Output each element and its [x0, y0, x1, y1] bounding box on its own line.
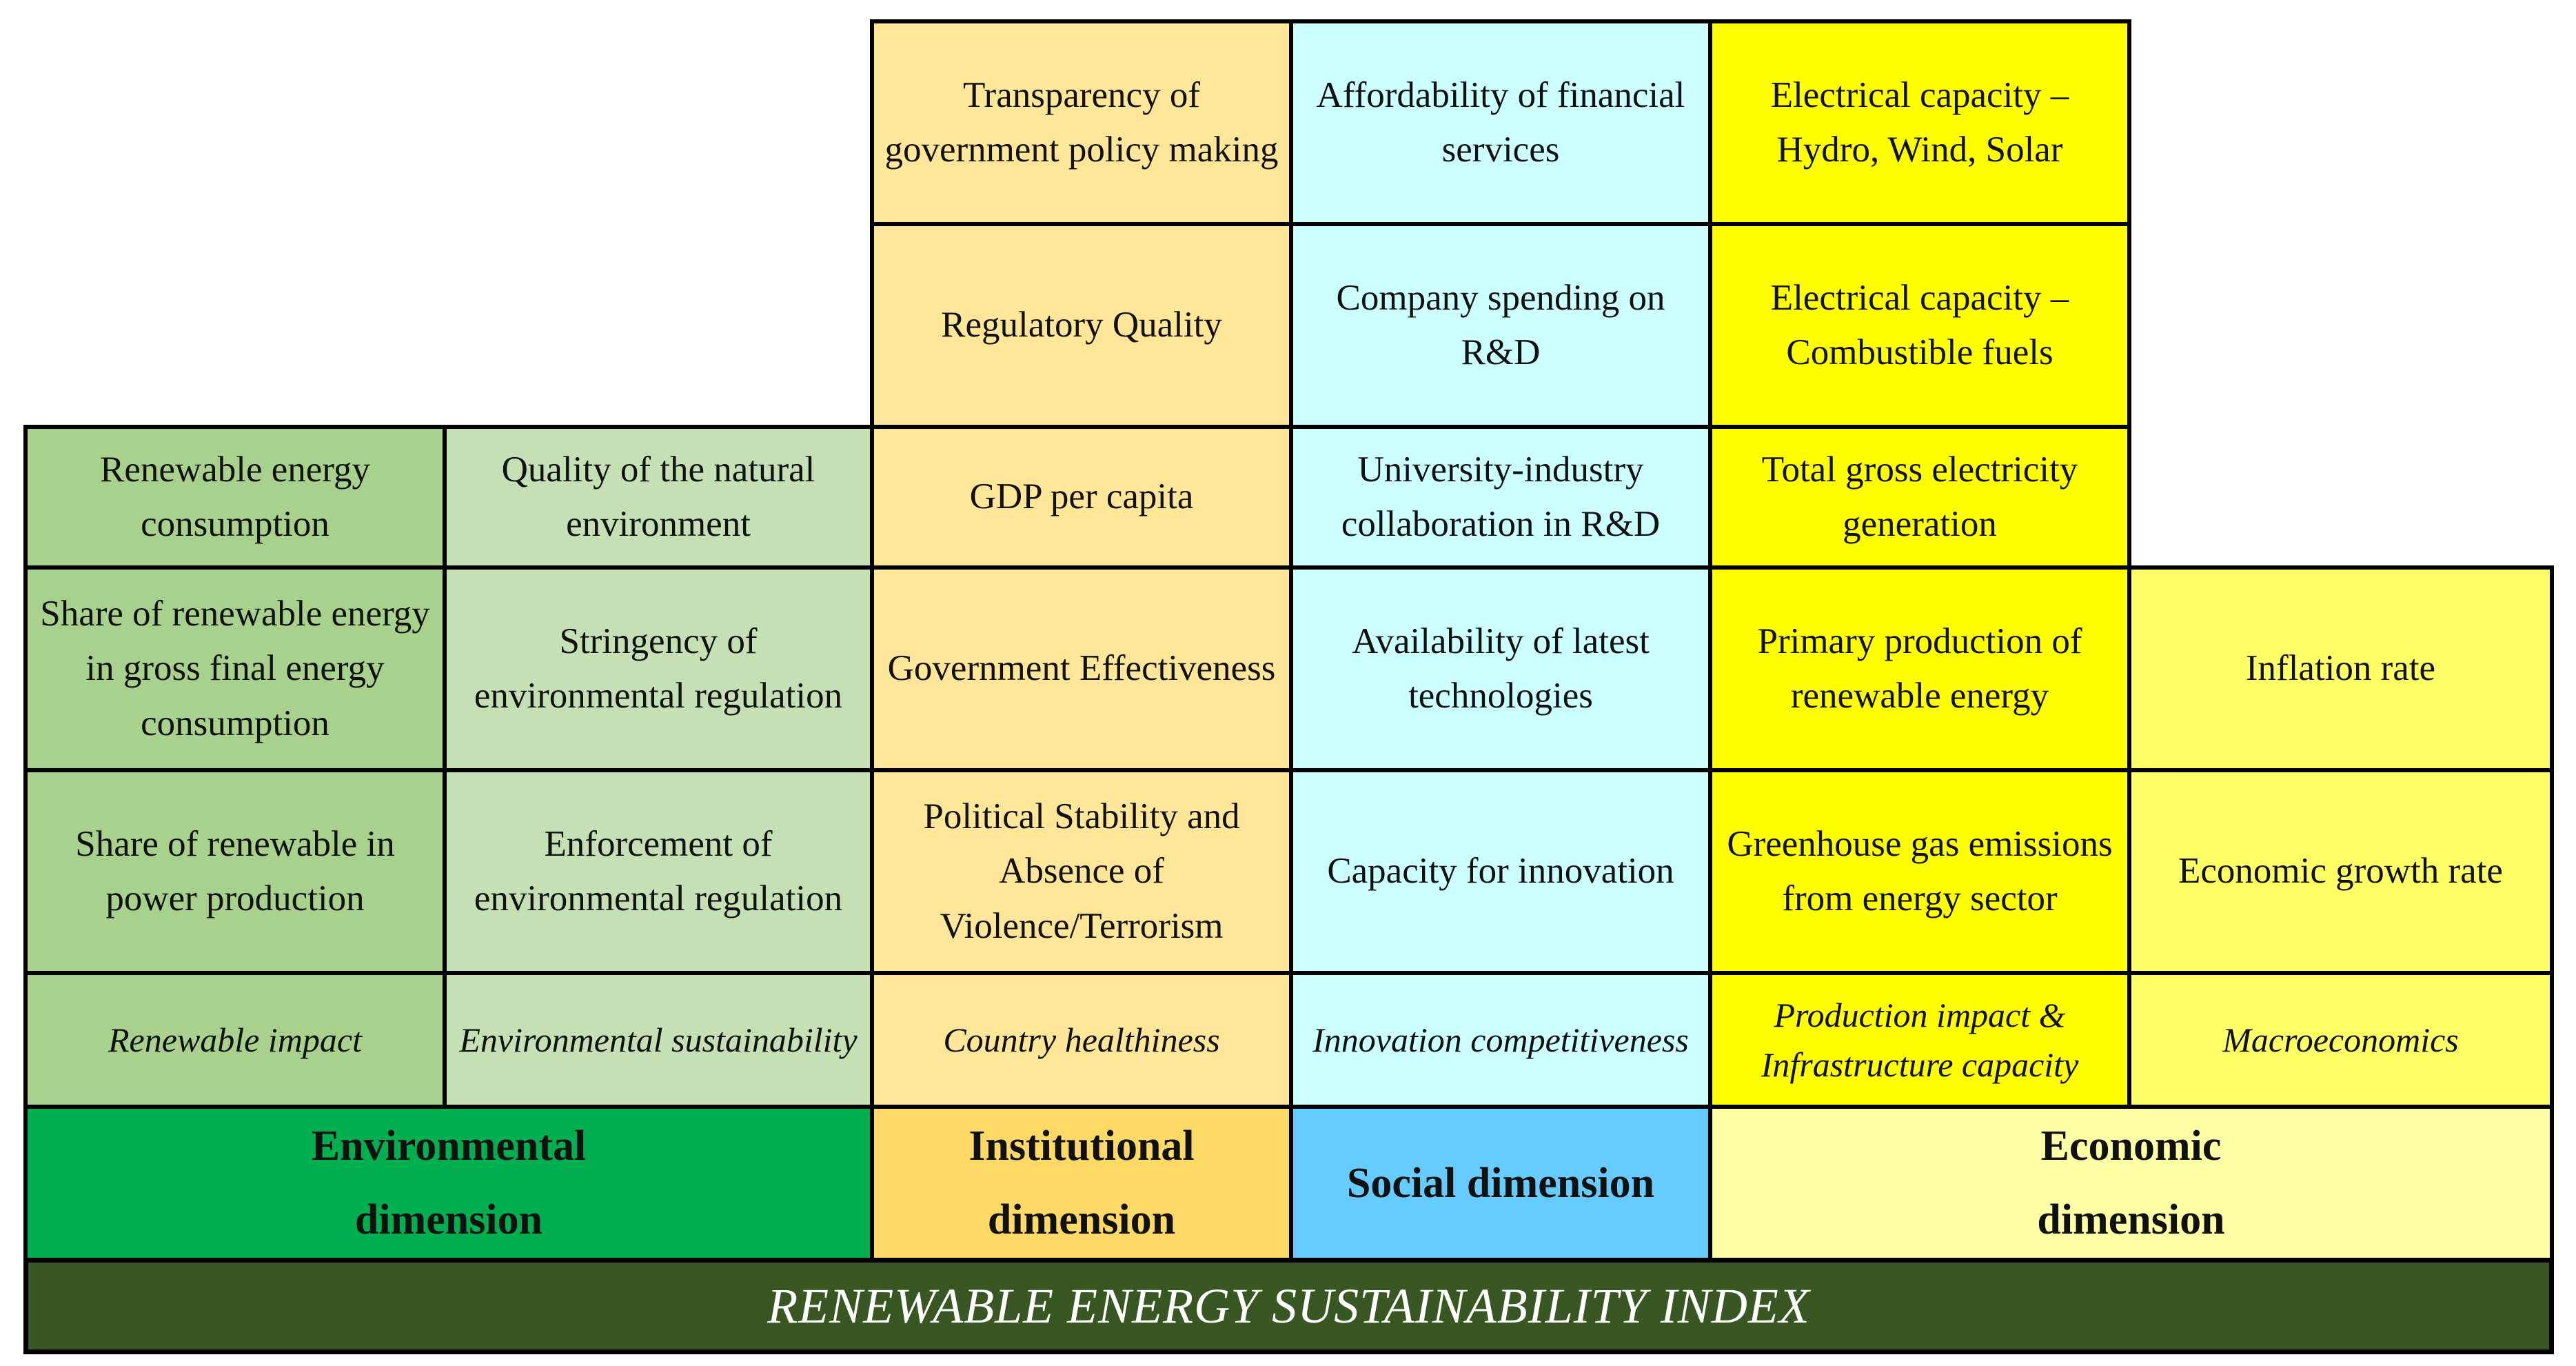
indicator-innovation-capacity: Capacity for innovation	[1289, 768, 1712, 975]
indicator-rd-spending: Company spending on R&D	[1289, 222, 1712, 429]
indicator-political-stability: Political Stability and Absence of Viole…	[870, 768, 1293, 975]
indicator-regulation-stringency: Stringency of environmental regulation	[443, 565, 874, 772]
indicator-renewable-share-final: Share of renewable energy in gross final…	[23, 565, 447, 772]
dimension-environmental: Environmental dimension	[23, 1105, 874, 1262]
index-title: RENEWABLE ENERGY SUSTAINABILITY INDEX	[767, 1278, 1810, 1334]
indicator-government-effectiveness: Government Effectiveness	[870, 565, 1293, 772]
indicator-electrical-capacity-combustible: Electrical capacity – Combustible fuels	[1708, 222, 2131, 429]
indicator-renewable-power-share: Share of renewable in power production	[23, 768, 447, 975]
indicator-transparency: Transparency of government policy making	[870, 19, 1293, 226]
indicator-gdp-per-capita: GDP per capita	[870, 425, 1293, 570]
indicator-economic-growth: Economic growth rate	[2127, 768, 2554, 975]
index-title-banner: RENEWABLE ENERGY SUSTAINABILITY INDEX	[23, 1258, 2554, 1354]
pillar-country-healthiness: Country healthiness	[870, 971, 1293, 1109]
pillar-production-infrastructure: Production impact & Infrastructure capac…	[1708, 971, 2131, 1109]
dimension-social: Social dimension	[1289, 1105, 1712, 1262]
pillar-renewable-impact: Renewable impact	[23, 971, 447, 1109]
pillar-environmental-sustainability: Environmental sustainability	[443, 971, 874, 1109]
pillar-innovation-competitiveness: Innovation competitiveness	[1289, 971, 1712, 1109]
indicator-electrical-capacity-renewable: Electrical capacity – Hydro, Wind, Solar	[1708, 19, 2131, 226]
indicator-primary-renewable-production: Primary production of renewable energy	[1708, 565, 2131, 772]
indicator-university-industry: University-industry collaboration in R&D	[1289, 425, 1712, 570]
indicator-gross-electricity: Total gross electricity generation	[1708, 425, 2131, 570]
pillar-macroeconomics: Macroeconomics	[2127, 971, 2554, 1109]
indicator-natural-environment-quality: Quality of the natural environment	[443, 425, 874, 570]
indicator-latest-technologies: Availability of latest technologies	[1289, 565, 1712, 772]
dimension-institutional: Institutional dimension	[870, 1105, 1293, 1262]
dimension-economic: Economic dimension	[1708, 1105, 2554, 1262]
indicator-ghg-emissions: Greenhouse gas emissions from energy sec…	[1708, 768, 2131, 975]
indicator-regulation-enforcement: Enforcement of environmental regulation	[443, 768, 874, 975]
indicator-renewable-consumption: Renewable energy consumption	[23, 425, 447, 570]
indicator-inflation-rate: Inflation rate	[2127, 565, 2554, 772]
indicator-regulatory-quality: Regulatory Quality	[870, 222, 1293, 429]
indicator-financial-affordability: Affordability of financial services	[1289, 19, 1712, 226]
